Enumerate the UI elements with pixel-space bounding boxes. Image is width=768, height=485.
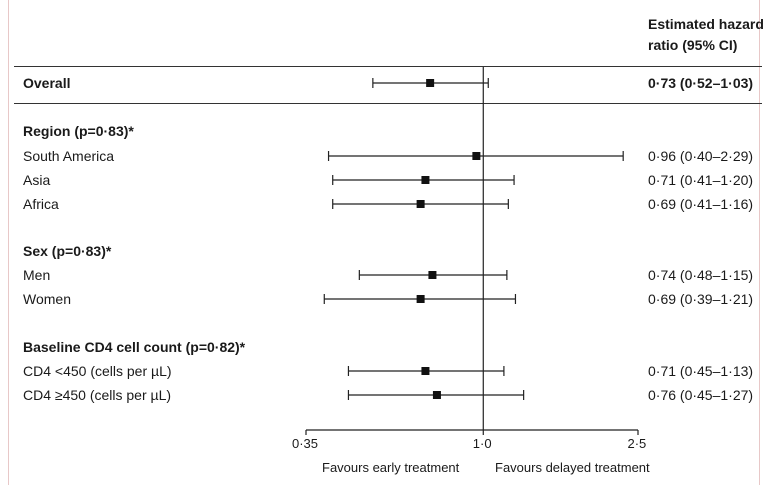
point-estimate xyxy=(416,200,425,208)
point-estimate xyxy=(421,367,430,375)
row-label: Asia xyxy=(23,172,51,188)
row-label: CD4 ≥450 (cells per µL) xyxy=(23,387,172,403)
favours-early-label: Favours early treatment xyxy=(322,460,460,475)
estimate-text: 0·69 (0·41–1·16) xyxy=(648,196,754,212)
estimate-text: 0·96 (0·40–2·29) xyxy=(648,148,754,164)
point-estimate xyxy=(472,152,481,160)
point-estimate xyxy=(432,391,441,399)
group-heading: Region (p=0·83)* xyxy=(23,123,134,139)
row-label: CD4 <450 (cells per µL) xyxy=(23,363,172,379)
estimate-text: 0·73 (0·52–1·03) xyxy=(648,75,754,91)
point-estimate xyxy=(428,271,437,279)
estimate-text: 0·74 (0·48–1·15) xyxy=(648,267,754,283)
row-label: Overall xyxy=(23,75,71,91)
estimate-text: 0·76 (0·45–1·27) xyxy=(648,387,754,403)
group-heading: Sex (p=0·83)* xyxy=(23,243,112,259)
point-estimate xyxy=(416,295,425,303)
row-label: South America xyxy=(23,148,115,164)
tick-label-1: 1·0 xyxy=(472,436,492,451)
header-rule xyxy=(14,66,762,67)
point-estimate xyxy=(421,176,430,184)
header-line-1: Estimated hazard xyxy=(648,16,764,32)
row-label: Men xyxy=(23,267,51,283)
tick-label-2: 2·5 xyxy=(627,436,647,451)
point-estimate xyxy=(426,79,435,87)
figure-frame xyxy=(8,0,760,485)
estimate-text: 0·71 (0·41–1·20) xyxy=(648,172,754,188)
row-label: Women xyxy=(23,291,71,307)
overall-rule xyxy=(14,103,762,104)
group-heading: Baseline CD4 cell count (p=0·82)* xyxy=(23,339,246,355)
column-header: Estimated hazard ratio (95% CI) xyxy=(648,14,764,56)
favours-delayed-label: Favours delayed treatment xyxy=(495,460,650,475)
estimate-text: 0·71 (0·45–1·13) xyxy=(648,363,754,379)
tick-label-0: 0·35 xyxy=(292,436,319,451)
row-label: Africa xyxy=(23,196,59,212)
header-line-2: ratio (95% CI) xyxy=(648,37,738,53)
estimate-text: 0·69 (0·39–1·21) xyxy=(648,291,754,307)
